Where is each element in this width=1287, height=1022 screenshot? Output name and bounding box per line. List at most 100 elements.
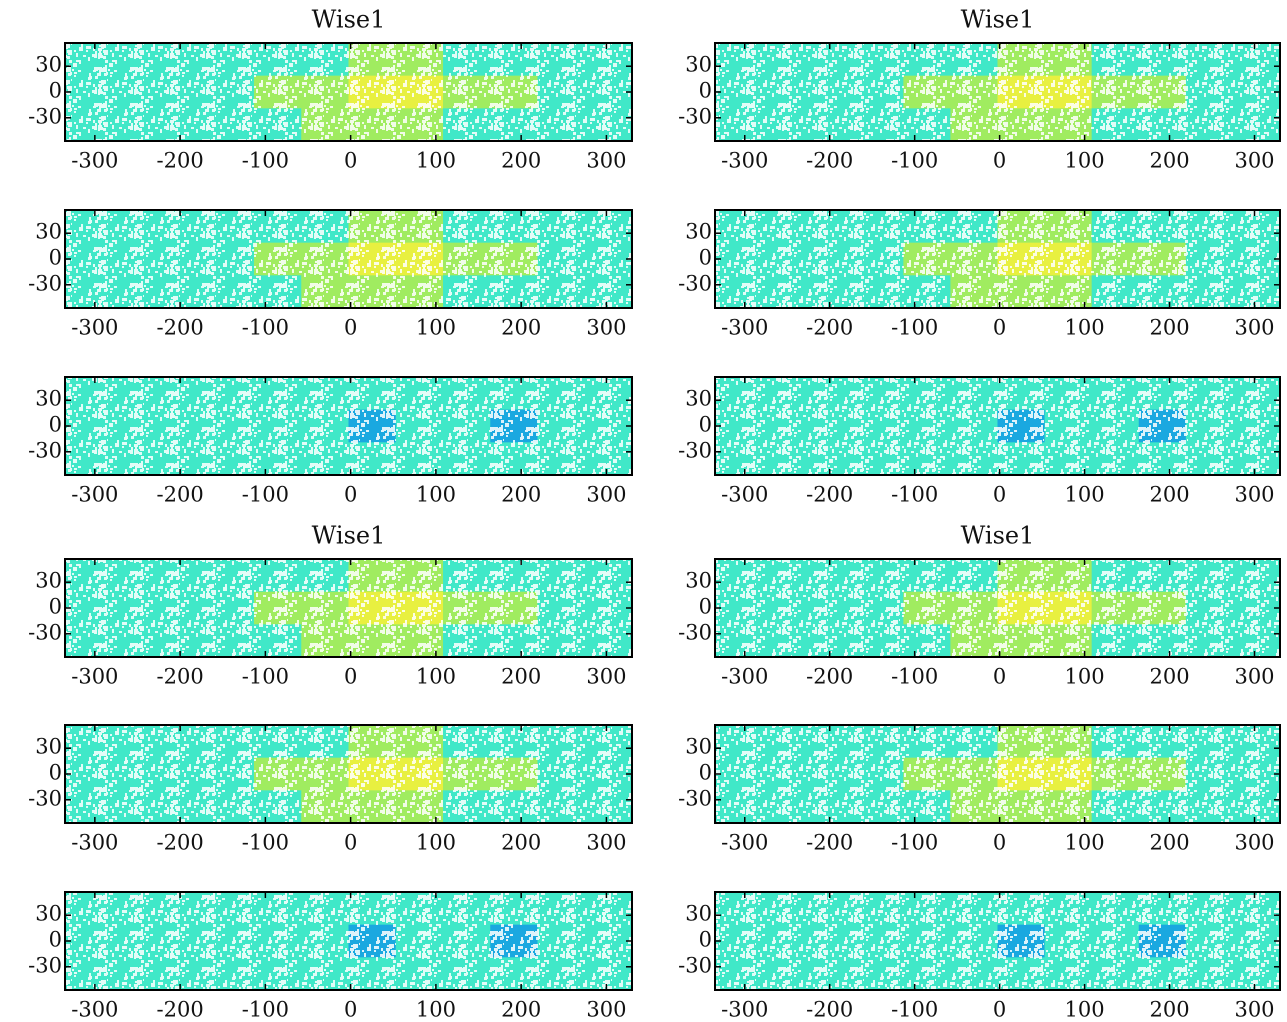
y-tick-label: 30 — [685, 902, 712, 926]
x-tick-label: -100 — [242, 831, 289, 855]
y-tick-label: -30 — [678, 786, 712, 810]
y-tick-label: -30 — [28, 104, 62, 128]
x-tick-label: -100 — [891, 149, 938, 173]
x-tick-label: -200 — [157, 665, 204, 689]
speckle-overlay — [715, 377, 1280, 475]
x-tick-label: 0 — [993, 831, 1006, 855]
x-tick-label: -200 — [806, 149, 853, 173]
x-tick-label: -200 — [157, 998, 204, 1022]
y-tick-label: -30 — [28, 620, 62, 644]
x-tick-label: 300 — [586, 483, 626, 507]
x-tick-label: 300 — [586, 665, 626, 689]
speckle-overlay — [65, 377, 632, 475]
x-tick-label: 300 — [1234, 998, 1274, 1022]
x-tick-label: 200 — [501, 149, 541, 173]
x-tick-label: 0 — [344, 665, 357, 689]
y-tick-label: 0 — [49, 413, 62, 437]
x-tick-label: 200 — [501, 483, 541, 507]
x-tick-label: 0 — [344, 149, 357, 173]
x-tick-label: -100 — [891, 483, 938, 507]
x-tick-label: -300 — [71, 483, 118, 507]
y-tick-label: 0 — [699, 595, 712, 619]
x-tick-label: 300 — [586, 316, 626, 340]
speckle-overlay — [65, 725, 632, 823]
x-tick-label: 200 — [1150, 831, 1190, 855]
y-tick-label: 0 — [699, 246, 712, 270]
x-tick-label: -100 — [242, 998, 289, 1022]
x-tick-label: 100 — [1065, 316, 1105, 340]
x-tick-label: -300 — [71, 665, 118, 689]
x-tick-label: -100 — [242, 316, 289, 340]
x-tick-label: -200 — [806, 665, 853, 689]
y-tick-label: -30 — [678, 953, 712, 977]
y-tick-label: 30 — [35, 53, 62, 77]
y-tick-label: -30 — [678, 438, 712, 462]
y-tick-label: 0 — [49, 246, 62, 270]
x-tick-label: -300 — [721, 998, 768, 1022]
x-tick-label: -300 — [721, 483, 768, 507]
speckle-overlay — [715, 43, 1280, 141]
y-tick-label: 0 — [699, 761, 712, 785]
panel-title: Wise1 — [312, 6, 386, 34]
x-tick-label: 300 — [586, 149, 626, 173]
x-tick-label: -100 — [891, 831, 938, 855]
speckle-overlay — [65, 892, 632, 990]
x-tick-label: -200 — [157, 831, 204, 855]
panel-title: Wise1 — [961, 522, 1035, 550]
y-tick-label: 0 — [49, 928, 62, 952]
x-tick-label: 100 — [416, 665, 456, 689]
panel-title: Wise1 — [312, 522, 386, 550]
x-tick-label: -200 — [157, 149, 204, 173]
y-tick-label: 30 — [685, 53, 712, 77]
x-tick-label: 300 — [1234, 665, 1274, 689]
x-tick-label: 200 — [1150, 149, 1190, 173]
x-tick-label: -300 — [71, 831, 118, 855]
x-tick-label: 100 — [416, 316, 456, 340]
x-tick-label: 200 — [501, 831, 541, 855]
x-tick-label: 200 — [501, 665, 541, 689]
x-tick-label: 0 — [993, 998, 1006, 1022]
x-tick-label: -100 — [891, 665, 938, 689]
x-tick-label: 100 — [1065, 665, 1105, 689]
x-tick-label: 100 — [416, 998, 456, 1022]
y-tick-label: -30 — [678, 271, 712, 295]
x-tick-label: -300 — [71, 316, 118, 340]
x-tick-label: 0 — [344, 316, 357, 340]
x-tick-label: -300 — [721, 665, 768, 689]
x-tick-label: -200 — [157, 483, 204, 507]
x-tick-label: -200 — [806, 316, 853, 340]
y-tick-label: -30 — [28, 953, 62, 977]
x-tick-label: 100 — [416, 831, 456, 855]
y-tick-label: 0 — [49, 595, 62, 619]
speckle-overlay — [715, 210, 1280, 308]
x-tick-label: 200 — [1150, 316, 1190, 340]
x-tick-label: -100 — [242, 483, 289, 507]
x-tick-label: 300 — [1234, 831, 1274, 855]
x-tick-label: 300 — [1234, 483, 1274, 507]
x-tick-label: -300 — [721, 831, 768, 855]
speckle-overlay — [65, 210, 632, 308]
y-tick-label: 30 — [35, 387, 62, 411]
y-tick-label: -30 — [28, 271, 62, 295]
x-tick-label: 0 — [993, 665, 1006, 689]
y-tick-label: 30 — [35, 569, 62, 593]
y-tick-label: -30 — [678, 620, 712, 644]
y-tick-label: -30 — [678, 104, 712, 128]
x-tick-label: -200 — [806, 831, 853, 855]
x-tick-label: 0 — [344, 998, 357, 1022]
x-tick-label: 300 — [586, 831, 626, 855]
x-tick-label: -100 — [891, 998, 938, 1022]
x-tick-label: -300 — [721, 316, 768, 340]
x-tick-label: -200 — [806, 483, 853, 507]
x-tick-label: -100 — [242, 149, 289, 173]
x-tick-label: 200 — [1150, 998, 1190, 1022]
x-tick-label: 300 — [1234, 316, 1274, 340]
y-tick-label: 0 — [49, 79, 62, 103]
x-tick-label: 100 — [1065, 483, 1105, 507]
x-tick-label: -300 — [71, 998, 118, 1022]
x-tick-label: 100 — [416, 483, 456, 507]
y-tick-label: 30 — [685, 569, 712, 593]
x-tick-label: 0 — [993, 316, 1006, 340]
x-tick-label: 200 — [501, 316, 541, 340]
